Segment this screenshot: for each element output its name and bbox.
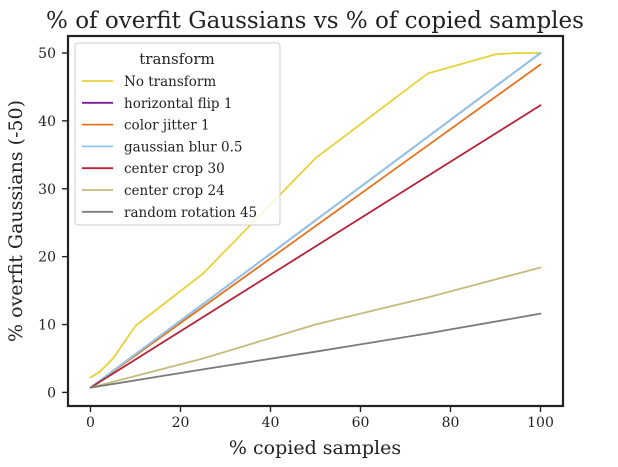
y-tick-label: 50	[38, 46, 56, 62]
series-line-3	[89, 52, 542, 389]
x-tick-label: 60	[352, 415, 370, 431]
x-tick-label: 100	[527, 415, 554, 431]
series-line-4	[89, 104, 542, 389]
legend-title: transform	[139, 50, 214, 68]
legend-label: random rotation 45	[124, 205, 257, 221]
x-axis-label: % copied samples	[229, 437, 401, 459]
plot-frame	[66, 34, 565, 408]
legend-entries: No transform horizontal flip 1 color jitte…	[82, 74, 257, 221]
tick-layer: 0 20 40 60 80 100 0 10 20 30 40 50	[38, 46, 554, 431]
series-line-2	[89, 63, 542, 389]
y-tick-label: 30	[38, 182, 56, 198]
y-tick-label: 20	[38, 250, 56, 266]
legend-label: horizontal flip 1	[124, 96, 232, 112]
legend: transform No transform horizontal flip 1 c…	[74, 42, 281, 226]
series-line-5	[89, 266, 542, 389]
y-axis-label: % overfit Gaussians (-50)	[5, 100, 27, 342]
legend-label: color jitter 1	[124, 118, 210, 134]
series-layer	[89, 52, 542, 389]
legend-label: center crop 24	[124, 183, 225, 199]
x-tick-label: 0	[86, 415, 95, 431]
x-tick-label: 80	[442, 415, 460, 431]
legend-label: gaussian blur 0.5	[124, 139, 242, 155]
y-tick-label: 10	[38, 318, 56, 334]
legend-label: No transform	[124, 74, 216, 90]
y-tick-label: 40	[38, 114, 56, 130]
legend-label: center crop 30	[124, 161, 225, 177]
y-tick-label: 0	[47, 385, 56, 401]
series-line-6	[89, 312, 542, 389]
legend-box	[74, 42, 281, 226]
chart-title: % of overfit Gaussians vs % of copied sa…	[46, 8, 584, 34]
x-tick-label: 40	[262, 415, 280, 431]
x-tick-label: 20	[172, 415, 190, 431]
